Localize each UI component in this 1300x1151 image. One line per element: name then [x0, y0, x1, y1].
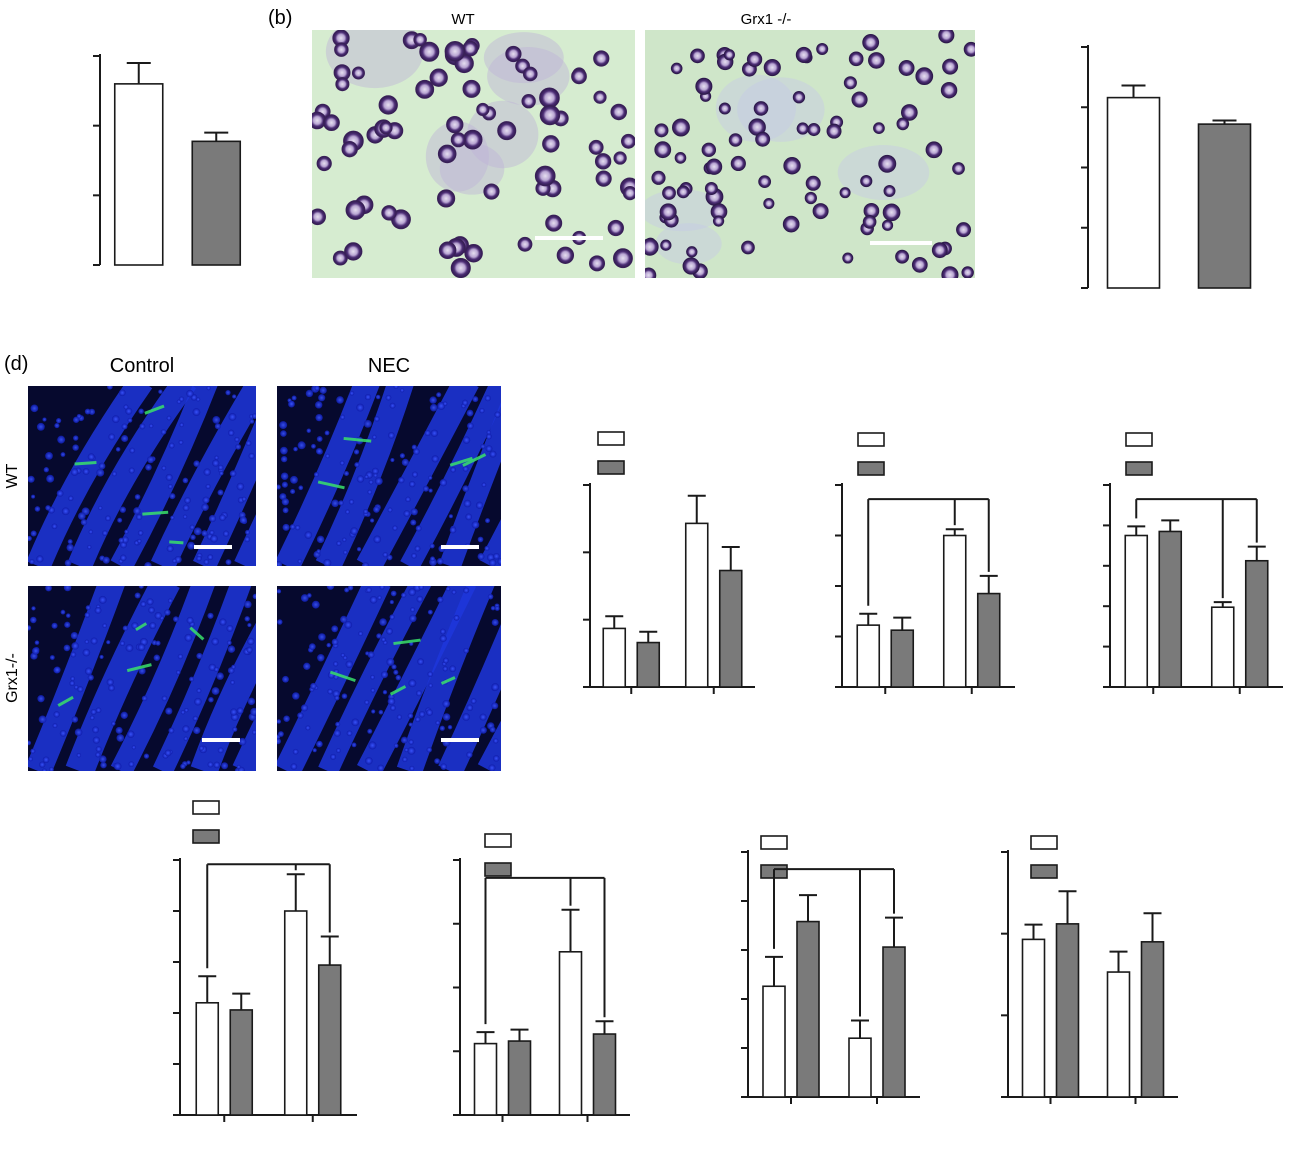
bar-grx1 — [1158, 530, 1183, 688]
bar-wt — [762, 985, 786, 1098]
legend-swatch-wt — [1030, 835, 1058, 850]
bar-grx1 — [718, 569, 743, 688]
chart-h — [173, 800, 357, 1122]
legend-swatch-wt — [760, 835, 788, 850]
bar-grx1 — [882, 946, 906, 1098]
bar-wt — [848, 1037, 872, 1098]
chart-a — [93, 54, 242, 266]
bar-grx1 — [976, 592, 1001, 688]
chart-j — [741, 835, 920, 1104]
bar-wt — [1106, 971, 1131, 1098]
scale-bar — [535, 236, 603, 240]
bar-wt — [602, 627, 627, 688]
bar-grx1 — [1197, 123, 1252, 289]
bar-wt — [684, 522, 709, 688]
bar-grx1 — [1140, 941, 1165, 1098]
chart-e — [583, 431, 755, 694]
legend-swatch-grx1 — [597, 460, 625, 475]
chart-i — [453, 833, 630, 1122]
bar-grx1 — [229, 1009, 254, 1116]
scale-bar — [202, 738, 240, 742]
row-title-wt: WT — [4, 463, 21, 488]
scale-bar — [870, 241, 932, 245]
scale-bar — [441, 545, 479, 549]
bar-grx1 — [507, 1040, 532, 1116]
bar-grx1 — [890, 629, 915, 688]
bar-grx1 — [636, 641, 661, 688]
legend-swatch-wt — [484, 833, 512, 848]
bar-wt — [113, 83, 164, 266]
panel-b: (b) WT Grx1 -/- — [268, 7, 975, 278]
legend-swatch-grx1 — [1030, 864, 1058, 879]
legend-swatch-grx1 — [1125, 461, 1153, 476]
image-title-grx1: Grx1 -/- — [741, 11, 792, 28]
bar-grx1 — [796, 920, 820, 1098]
legend-swatch-wt — [597, 431, 625, 446]
chart-c — [1081, 45, 1252, 289]
scale-bar — [194, 545, 232, 549]
column-title-control: Control — [110, 355, 174, 377]
legend-swatch-wt — [1125, 432, 1153, 447]
bar-grx1 — [317, 964, 342, 1116]
bar-wt — [1021, 938, 1046, 1098]
image-title-wt: WT — [451, 11, 474, 28]
bar-wt — [856, 624, 881, 688]
bar-wt — [942, 534, 967, 688]
chart-g — [1103, 432, 1283, 694]
bar-wt — [1106, 96, 1161, 289]
bar-grx1 — [1244, 559, 1269, 688]
bar-wt — [1124, 534, 1149, 688]
chart-f — [835, 432, 1015, 694]
bar-wt — [473, 1042, 498, 1116]
scale-bar — [441, 738, 479, 742]
legend-swatch-wt — [857, 432, 885, 447]
legend-swatch-grx1 — [857, 461, 885, 476]
bar-wt — [558, 950, 583, 1116]
bar-wt — [283, 910, 308, 1116]
bar-wt — [195, 1001, 220, 1116]
bar-grx1 — [592, 1033, 617, 1116]
bar-wt — [1210, 606, 1235, 688]
column-title-nec: NEC — [368, 355, 410, 377]
bar-grx1 — [191, 140, 242, 266]
legend-swatch-grx1 — [484, 862, 512, 877]
bar-grx1 — [1055, 923, 1080, 1098]
row-title-grx1: Grx1-/- — [4, 653, 21, 703]
panel-label-d: (d) — [4, 353, 28, 375]
panel-label-b: (b) — [268, 7, 292, 29]
chart-k — [1001, 835, 1178, 1104]
panel-d: (d) Control NEC WT Grx1-/- — [4, 353, 501, 771]
legend-swatch-wt — [192, 800, 220, 815]
legend-swatch-grx1 — [192, 829, 220, 844]
